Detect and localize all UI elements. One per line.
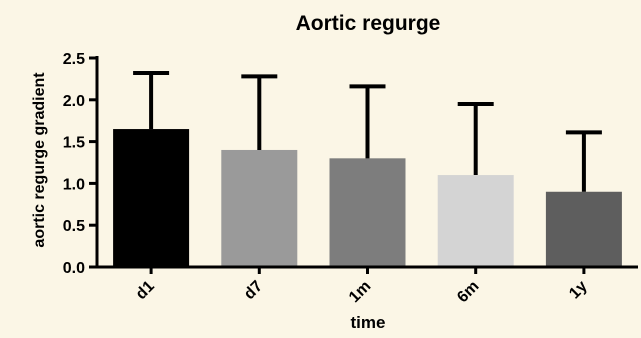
- x-tick-label-d1: d1: [133, 278, 158, 303]
- x-tick-label-1y: 1y: [566, 278, 591, 303]
- y-tick-label-1.0: 1.0: [63, 176, 85, 193]
- y-tick-label-2.5: 2.5: [63, 51, 85, 68]
- y-tick-label-0.5: 0.5: [63, 218, 85, 235]
- bar-d1: [113, 129, 190, 267]
- bar-1y: [545, 191, 622, 267]
- x-tick-label-6m: 6m: [454, 278, 482, 306]
- plot-area: d1 d7 1m 6m 1y 0.0 0.5 1.0 1.5 2.0 2.5: [63, 51, 638, 306]
- x-axis-title: time: [351, 313, 386, 332]
- y-tick-label-1.5: 1.5: [63, 135, 85, 152]
- chart-title: Aortic regurge: [296, 12, 441, 35]
- x-tick-label-1m: 1m: [346, 278, 374, 306]
- y-tick-label-0.0: 0.0: [63, 260, 85, 277]
- y-axis-title: aortic regurge gradient: [31, 72, 48, 248]
- bar-d7: [221, 149, 298, 267]
- x-tick-label-d7: d7: [241, 278, 266, 303]
- bar-1m: [329, 158, 406, 267]
- y-tick-label-2.0: 2.0: [63, 93, 85, 110]
- bar-6m: [437, 175, 514, 267]
